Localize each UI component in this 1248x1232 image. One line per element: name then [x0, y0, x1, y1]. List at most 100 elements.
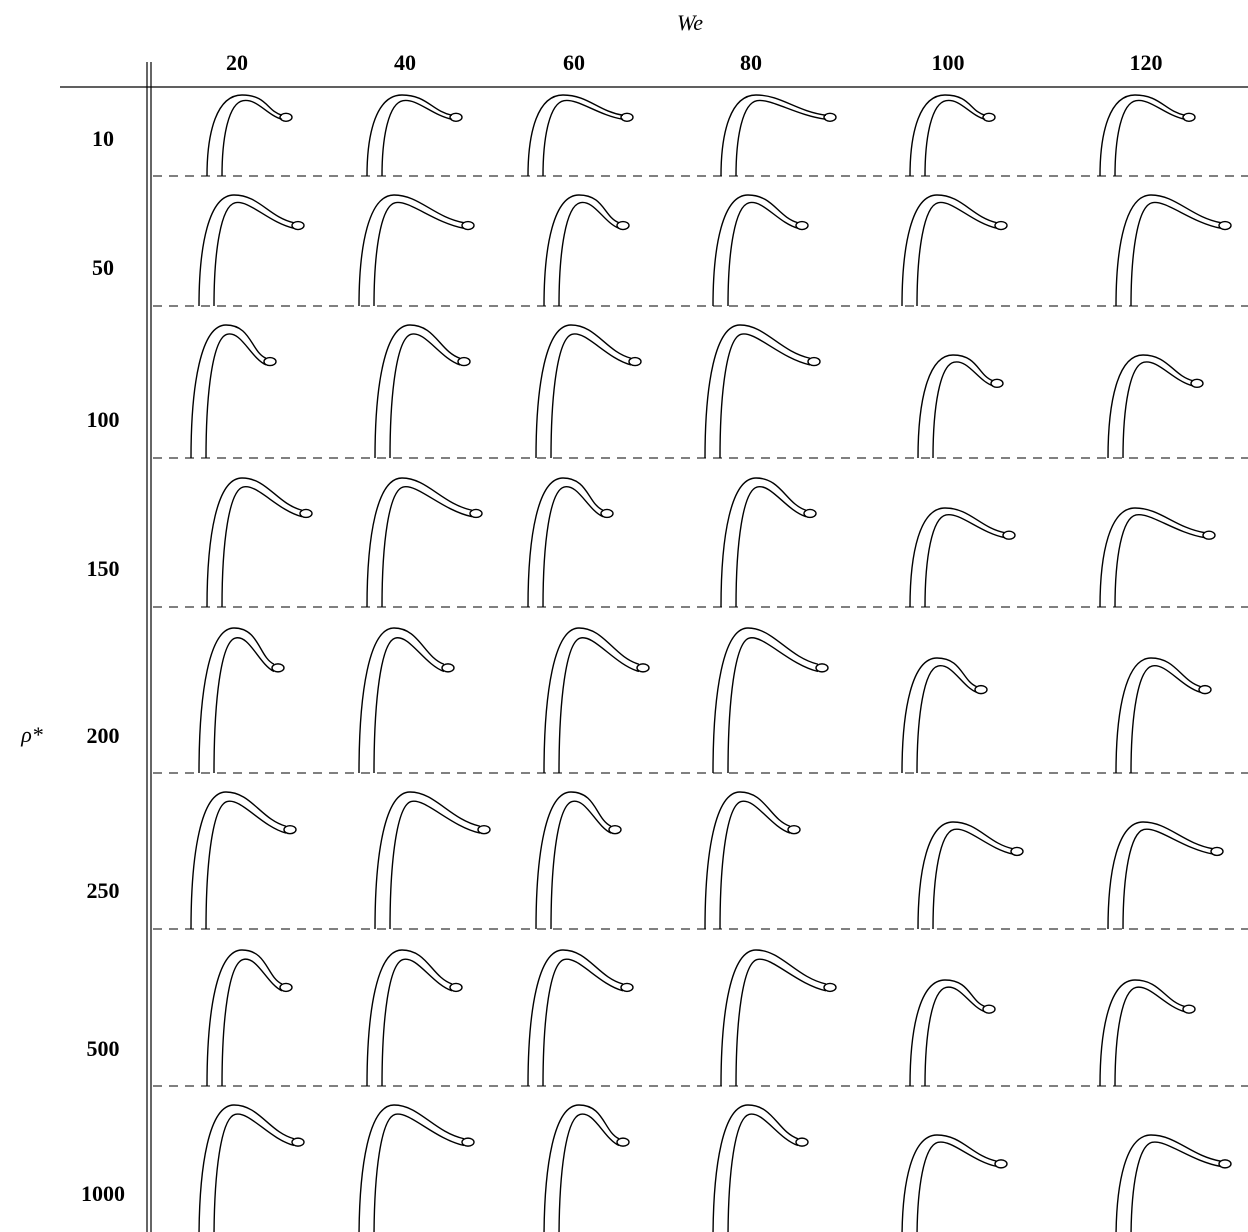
splash-tip [279, 112, 293, 122]
splash-tip [457, 356, 471, 367]
splash-tip [616, 1137, 630, 1147]
splash-profile [719, 333, 811, 459]
splash-profile [558, 1113, 620, 1232]
splash-tip [787, 824, 801, 835]
splash-profile [1115, 1134, 1222, 1232]
splash-profile [527, 949, 624, 1087]
column-header: 100 [932, 50, 965, 75]
splash-profile [542, 958, 624, 1087]
splash-profile [720, 949, 827, 1087]
splash-tip [620, 982, 634, 993]
splash-profile [735, 486, 807, 608]
splash-profile [1099, 507, 1206, 608]
splash-profile [909, 507, 1006, 608]
splash-profile [373, 637, 445, 774]
splash-profile [727, 1113, 799, 1232]
splash-tip [1218, 220, 1232, 231]
splash-profile [221, 958, 283, 1087]
splash-profile [1130, 1141, 1222, 1232]
splash-tip [477, 824, 491, 835]
splash-profile [704, 791, 791, 930]
splash-profile [542, 99, 624, 177]
splash-profile [198, 627, 275, 774]
splash-profile [916, 665, 978, 774]
splash-profile [1099, 979, 1186, 1087]
splash-profile [381, 486, 473, 608]
splash-profile [373, 1113, 465, 1232]
splash-tip [620, 112, 634, 122]
splash-tip [1190, 378, 1204, 389]
splash-profile [190, 791, 287, 930]
splash-tip [1002, 530, 1016, 540]
splash-profile [535, 791, 612, 930]
splash-tip [291, 220, 305, 231]
splash-profile [543, 627, 640, 774]
splash-profile [1115, 657, 1202, 774]
splash-profile [1107, 821, 1214, 930]
splash-profile [727, 201, 799, 307]
splash-profile [712, 627, 819, 774]
splash-profile [198, 1104, 295, 1232]
splash-profile [358, 1104, 465, 1232]
splash-tip [974, 684, 988, 695]
splash-profile [924, 514, 1006, 608]
splash-tip [990, 378, 1004, 389]
splash-profile [924, 986, 986, 1087]
splash-tip [1182, 112, 1196, 122]
splash-profile [206, 477, 303, 608]
splash-profile [374, 791, 481, 930]
row-label: 1000 [81, 1181, 125, 1206]
splash-profile [527, 94, 624, 177]
splash-tip [1210, 846, 1224, 857]
row-label: 150 [87, 556, 120, 581]
splash-tip [636, 663, 650, 673]
splash-tip [299, 508, 313, 519]
splash-tip [449, 982, 463, 993]
splash-profile [213, 1113, 295, 1232]
splash-profile [909, 979, 986, 1087]
splash-profile [1114, 986, 1186, 1087]
splash-profile [206, 949, 283, 1087]
splash-profile [1115, 194, 1222, 307]
splash-profile [720, 477, 807, 608]
splash-tip [600, 508, 614, 519]
splash-profile [389, 800, 481, 930]
row-label: 200 [87, 723, 120, 748]
splash-tip [823, 112, 837, 122]
row-axis-label: ρ* [20, 722, 43, 747]
splash-profile [221, 486, 303, 608]
splash-profile [901, 194, 998, 307]
splash-tip [1198, 684, 1212, 695]
column-header: 120 [1130, 50, 1163, 75]
row-label: 500 [87, 1036, 120, 1061]
splash-tip [982, 1004, 996, 1014]
splash-profile [535, 324, 632, 459]
splash-profile [735, 958, 827, 1087]
splash-tip [1182, 1004, 1196, 1014]
splash-profile [917, 354, 994, 459]
splash-profile [550, 800, 612, 930]
splash-profile [542, 486, 604, 608]
splash-tip [263, 356, 277, 367]
row-label: 10 [92, 126, 114, 151]
splash-profile [205, 800, 287, 930]
row-label: 100 [87, 407, 120, 432]
splash-profile [373, 201, 465, 307]
splash-profile [916, 201, 998, 307]
splash-profile [1114, 514, 1206, 608]
splash-tip [994, 1159, 1008, 1169]
splash-tip [608, 824, 622, 835]
row-label: 50 [92, 255, 114, 280]
column-header: 80 [740, 50, 762, 75]
row-label: 250 [87, 878, 120, 903]
splash-tip [1202, 530, 1216, 540]
column-header: 20 [226, 50, 248, 75]
splash-profile [901, 657, 978, 774]
splash-profile [1130, 665, 1202, 774]
splash-tip [807, 356, 821, 367]
splash-profile [543, 194, 620, 307]
splash-tip [815, 663, 829, 673]
splash-tip [982, 112, 996, 122]
splash-profile [213, 637, 275, 774]
splash-profile [558, 201, 620, 307]
